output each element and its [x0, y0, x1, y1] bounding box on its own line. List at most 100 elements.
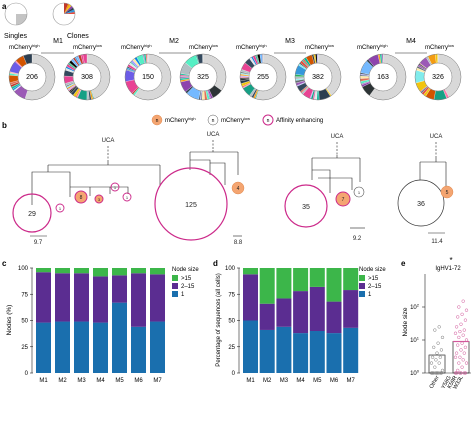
- chart-d-bar-m6-1: [326, 301, 342, 334]
- chart-c-bar-m5-0: [112, 302, 127, 373]
- panel-letter-e: e: [401, 259, 406, 268]
- chart-c-bar-m2-2: [55, 268, 70, 274]
- mouse-high-label-m2: mCherryhigh: [121, 43, 152, 51]
- legend-singles-outline: [4, 2, 28, 26]
- chart-d-bar-m3-0: [276, 326, 292, 373]
- donut-count-m3-high: 255: [257, 74, 269, 81]
- tree-3-count-big: 35: [302, 204, 310, 211]
- chart-d-y-label: Percentage of sequences (all cells): [216, 273, 222, 366]
- chart-c-xlabel: M4: [96, 378, 105, 384]
- chart-e-point: [432, 371, 436, 375]
- chart-d-bar-m1-2: [243, 268, 258, 275]
- chart-d-bar-m5-0: [309, 331, 325, 373]
- chart-d-xlabel: M2: [263, 378, 272, 384]
- legend-affinity-text: Affinity enhancing: [276, 118, 323, 124]
- chart-e-point: [464, 361, 469, 365]
- chart-c-bar-m3-1: [74, 273, 89, 322]
- chart-c-legend-swatch-gt15: [172, 275, 178, 281]
- chart-d-legend-swatch-gt15: [359, 275, 365, 281]
- tree-1: UCA 29 8 3 1 1 1 9.7: [12, 138, 161, 246]
- donut-outer-ring: [124, 53, 172, 101]
- mouse-low-label-m1: mCherrylow: [73, 43, 102, 51]
- mouse-low-label-m2: mCherrylow: [189, 43, 218, 51]
- donut-outer-ring: [294, 53, 342, 101]
- chart-c-xlabel: M1: [39, 378, 48, 384]
- chart-e-point: [459, 348, 463, 352]
- chart-e-point: [458, 329, 462, 334]
- chart-e-point: [463, 318, 468, 322]
- donut-count-m4-high: 163: [377, 74, 389, 81]
- chart-e-point: [430, 371, 435, 375]
- tree-4-node-big: [397, 179, 445, 227]
- donut-clone-segment: [437, 53, 439, 64]
- chart-e-point: [463, 371, 468, 375]
- tree-2-uca-label: UCA: [207, 132, 220, 138]
- legend-clones-wedge: [64, 7, 75, 14]
- chart-c-bar-m1-2: [36, 268, 51, 273]
- donut-m2-high: [124, 53, 172, 101]
- chart-c-bar-m7-2: [150, 268, 165, 275]
- chart-e-point: [456, 343, 460, 347]
- donut-outer-ring: [414, 53, 462, 101]
- mouse-high-label-m3: mCherryhigh: [236, 43, 267, 51]
- donut-inner-ring: [72, 62, 102, 92]
- chart-c-bar-m7-1: [150, 274, 165, 322]
- chart-d-bar-m2-2: [259, 268, 275, 304]
- tree-3-branches: [311, 155, 361, 193]
- chart-c-bar-m3-2: [74, 268, 89, 274]
- chart-c-legend-label-one: 1: [181, 292, 185, 298]
- chart-c-xlabel: M7: [153, 378, 162, 384]
- chart-d-bars: [243, 268, 359, 373]
- chart-d: 0 25 50 75 100 M1 M2 M3 M4 M5 M6 M7 Percentage of …: [216, 266, 386, 384]
- tree-3-node-big: [284, 184, 328, 228]
- donut-count-m2-low: 325: [197, 74, 209, 81]
- chart-d-bar-m2-0: [259, 329, 275, 373]
- chart-d-x-labels: M1 M2 M3 M4 M5 M6 M7: [246, 378, 355, 384]
- chart-e-point: [458, 371, 462, 375]
- panel-letter-c: c: [2, 259, 7, 268]
- tree-1-count-small-3: 1: [114, 185, 117, 190]
- chart-d-xlabel: M7: [347, 378, 356, 384]
- donut-count-m1-high: 206: [26, 74, 38, 81]
- chart-e-point: [454, 351, 459, 355]
- legend-high-text: mCherryhigh: [165, 116, 196, 124]
- tree-4-node-orange-1: [440, 185, 454, 199]
- chart-c-bar-m5-1: [112, 275, 127, 303]
- chart-c-tick-label: 75: [21, 292, 28, 298]
- donut-outer-ring: [359, 53, 407, 101]
- donut-outer-ring: [63, 53, 111, 101]
- mouse-high-label-m1: mCherryhigh: [9, 43, 40, 51]
- chart-d-bar-m3-2: [276, 268, 292, 299]
- tree-2-node-big: [154, 167, 228, 241]
- tree-1-node-small-1: [55, 203, 65, 213]
- chart-c-bar-m6-2: [131, 268, 146, 274]
- chart-e-point: [463, 345, 468, 349]
- tree-4-count-orange-1: 5: [446, 190, 449, 196]
- chart-e-point: [464, 338, 469, 342]
- chart-c: 0 25 50 75 100 M1 M2 M3 M4 M5 M6 M7 Nodes (%) Node…: [6, 266, 199, 384]
- chart-e-point: [457, 305, 461, 309]
- chart-d-tick-label: 100: [225, 266, 236, 272]
- chart-e-point: [453, 371, 458, 375]
- donut-inner-ring: [303, 62, 333, 92]
- tree-3-uca-label: UCA: [331, 134, 344, 140]
- chart-c-x-labels: M1 M2 M3 M4 M5 M6 M7: [39, 378, 162, 384]
- chart-c-legend: Node size >15 2–15 1: [172, 267, 199, 298]
- donut-m3-high: [239, 53, 287, 101]
- chart-e-point: [456, 368, 460, 373]
- chart-d-bar-m6-2: [326, 268, 342, 302]
- chart-e-point: [436, 341, 440, 345]
- chart-c-tick-label: 100: [18, 266, 29, 272]
- legend-clones-pie: [52, 2, 76, 26]
- chart-e-point: [437, 325, 441, 329]
- chart-c-tick-label: 50: [21, 319, 28, 325]
- donut-count-m1-low: 308: [81, 74, 93, 81]
- chart-d-bar-m6-0: [326, 333, 342, 373]
- chart-d-bar-m7-2: [343, 268, 359, 291]
- chart-e-point: [461, 299, 465, 303]
- donut-m4-low: [414, 53, 462, 101]
- chart-e-point: [438, 355, 442, 359]
- tree-2-node-orange-1: [231, 181, 245, 195]
- chart-c-legend-label-mid: 2–15: [181, 284, 195, 290]
